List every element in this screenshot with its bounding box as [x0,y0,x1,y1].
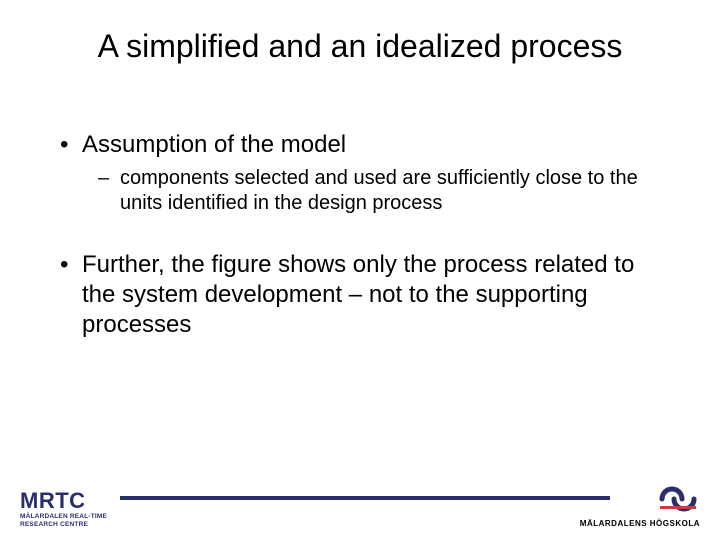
mdh-logo: MÄLARDALENS HÖGSKOLA [580,486,700,528]
mrtc-logo-sub2: RESEARCH CENTRE [20,521,107,528]
mrtc-logo: MRTC MÄLARDALEN REAL-TIME RESEARCH CENTR… [20,490,107,528]
mrtc-logo-text: MRTC [20,490,107,512]
footer-divider [120,496,610,500]
bullet-level2: components selected and used are suffici… [60,166,660,216]
spacer [60,222,660,250]
mrtc-logo-sub1: MÄLARDALEN REAL-TIME [20,513,107,520]
footer: MRTC MÄLARDALEN REAL-TIME RESEARCH CENTR… [0,470,720,540]
slide-body: Assumption of the model components selec… [60,130,660,346]
slide-title: A simplified and an idealized process [0,28,720,65]
bullet-level1: Further, the figure shows only the proce… [60,250,660,340]
mdh-logo-icon [656,486,700,512]
slide: A simplified and an idealized process As… [0,0,720,540]
mdh-logo-text: MÄLARDALENS HÖGSKOLA [580,519,700,528]
bullet-level1: Assumption of the model [60,130,660,160]
